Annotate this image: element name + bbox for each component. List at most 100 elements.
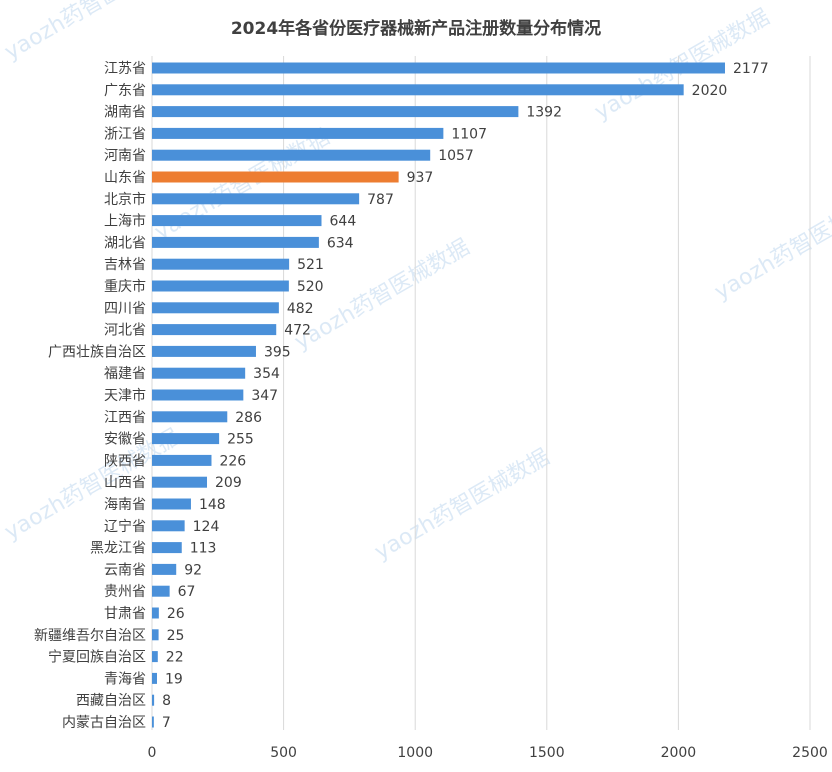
bar	[152, 345, 256, 357]
category-label: 海南省	[104, 497, 146, 513]
x-tick-label: 0	[148, 745, 157, 761]
bar	[152, 127, 444, 139]
bar	[152, 149, 431, 161]
bar	[152, 476, 208, 488]
bar	[152, 302, 279, 314]
bar	[152, 236, 319, 248]
category-label: 广西壮族自治区	[48, 344, 146, 360]
category-label: 宁夏回族自治区	[48, 649, 146, 666]
value-label: 482	[287, 301, 314, 317]
category-label: 江苏省	[104, 61, 146, 77]
category-label: 浙江省	[104, 126, 146, 142]
value-label: 286	[235, 410, 262, 426]
category-label: 河北省	[104, 323, 146, 339]
value-label: 1392	[526, 105, 562, 121]
bar	[152, 542, 182, 554]
value-label: 395	[264, 344, 291, 360]
bar	[152, 171, 399, 183]
value-label: 472	[284, 323, 311, 339]
category-label: 天津市	[104, 387, 146, 404]
value-label: 67	[178, 584, 196, 600]
bar	[152, 258, 290, 270]
value-label: 634	[327, 235, 354, 251]
category-label: 河南省	[104, 148, 146, 164]
bar	[152, 280, 289, 292]
bar	[152, 367, 246, 379]
value-label: 255	[227, 432, 254, 448]
bar	[152, 215, 322, 227]
value-label: 7	[162, 715, 171, 731]
value-label: 26	[167, 606, 185, 622]
category-label: 广东省	[104, 83, 146, 99]
value-label: 25	[167, 628, 185, 644]
x-tick-label: 2500	[792, 745, 828, 761]
chart-title: 2024年各省份医疗器械新产品注册数量分布情况	[230, 19, 602, 39]
bar	[152, 716, 154, 728]
category-label: 北京市	[104, 191, 146, 208]
category-label: 湖南省	[104, 105, 146, 121]
bar	[152, 520, 185, 532]
value-label: 2177	[733, 61, 769, 77]
value-label: 937	[407, 170, 434, 186]
value-label: 787	[367, 192, 394, 208]
bar	[152, 106, 519, 118]
watermark-text: yaozh药智医械数据	[291, 235, 474, 355]
x-tick-label: 1000	[397, 745, 433, 761]
bar	[152, 498, 191, 510]
value-label: 124	[193, 519, 220, 535]
watermark-text: yaozh药智医械数据	[1, 0, 184, 65]
value-label: 1057	[438, 148, 474, 164]
category-label: 陕西省	[104, 453, 146, 469]
value-label: 8	[162, 693, 171, 709]
x-axis-ticks: 0 500 1000 1500 2000 2500	[148, 745, 828, 761]
bar	[152, 563, 177, 575]
category-label: 上海市	[104, 213, 146, 230]
category-label: 青海省	[104, 671, 146, 687]
bar	[152, 672, 158, 684]
bar	[152, 433, 220, 445]
value-label: 226	[219, 453, 246, 469]
category-label: 新疆维吾尔自治区	[34, 628, 146, 644]
watermark-text: yaozh药智医械数据	[711, 185, 832, 305]
category-label: 甘肃省	[104, 606, 146, 622]
value-label: 347	[251, 388, 278, 404]
value-label: 19	[165, 671, 183, 687]
bar	[152, 585, 170, 597]
value-label: 520	[297, 279, 324, 295]
category-label: 重庆市	[104, 278, 146, 295]
bar	[152, 389, 244, 401]
category-label: 福建省	[104, 366, 146, 382]
bar	[152, 651, 158, 663]
category-label: 山西省	[104, 475, 146, 491]
value-label: 148	[199, 497, 226, 513]
bars	[152, 62, 725, 728]
bar	[152, 324, 277, 336]
bar	[152, 694, 155, 706]
x-tick-label: 2000	[661, 745, 697, 761]
bar	[152, 84, 684, 96]
x-tick-label: 1500	[529, 745, 565, 761]
bar	[152, 411, 228, 423]
watermark-text: yaozh药智医械数据	[151, 125, 334, 245]
bar	[152, 193, 360, 205]
category-label: 吉林省	[104, 257, 146, 273]
bar	[152, 607, 159, 619]
bar	[152, 629, 159, 641]
category-label: 四川省	[104, 301, 146, 317]
value-label: 92	[184, 562, 202, 578]
watermark-text: yaozh药智医械数据	[371, 445, 554, 565]
value-label: 644	[330, 214, 357, 230]
value-label: 113	[190, 541, 217, 557]
x-tick-label: 500	[270, 745, 297, 761]
value-label: 354	[253, 366, 280, 382]
category-label: 安徽省	[104, 432, 146, 448]
category-label: 山东省	[104, 170, 146, 186]
bar	[152, 454, 212, 466]
category-label: 云南省	[104, 562, 146, 578]
bar	[152, 62, 725, 74]
category-label: 内蒙古自治区	[62, 715, 146, 731]
value-label: 209	[215, 475, 242, 491]
